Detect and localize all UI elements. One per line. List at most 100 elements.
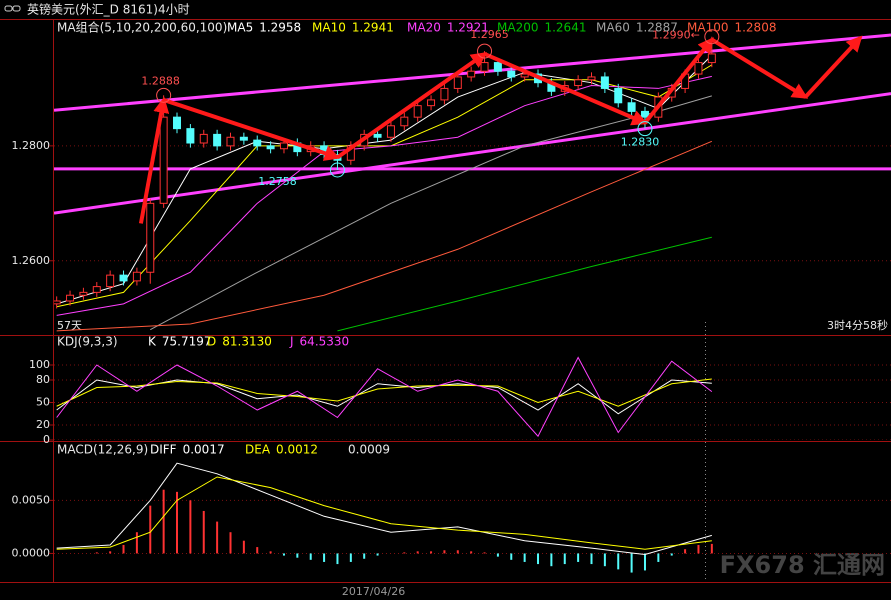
legend-name: DEA [245,443,271,457]
candle-body [106,274,115,288]
legend-name: MA5 [227,21,253,35]
candle-body [707,53,716,64]
candle-body [467,70,476,78]
y-tick-label: 20 [36,418,50,431]
legend-name: MA20 [407,21,441,35]
candle-body [694,62,703,75]
candle-body [587,76,596,81]
panel-title: MA组合(5,10,20,200,60,100) [57,20,227,35]
candle-body [440,87,449,101]
series-line [56,462,712,556]
candle-body [199,133,208,144]
annotation-marker [637,121,653,137]
annotation-marker [156,87,172,103]
window-title: 英镑美元(外汇_D 8161)4小时 [27,2,190,17]
candle-body [373,133,382,138]
panel [54,462,891,573]
candle-body [386,125,395,138]
series-line [56,379,712,415]
legend-value: 1.2887 [636,21,678,35]
legend-value: 1.2921 [447,21,489,35]
status-left: 57天 [57,319,82,332]
y-tick-label: 1.2600 [12,254,51,267]
annotation-label: 1.2990← [652,29,700,42]
y-tick-label: 50 [36,396,50,409]
annotation-label: 1.2965 [470,28,509,41]
candle-body [600,76,609,89]
legend-value: 64.5330 [300,335,350,349]
candle-body [480,62,489,72]
candle-body [266,145,275,150]
arrow [643,37,714,125]
y-tick-label: 100 [29,358,50,371]
annotation-marker [329,162,345,178]
legend-value: 1.2808 [734,21,776,35]
candle-body [493,62,502,72]
series-line [56,476,712,550]
legend-name: DIFF [150,443,177,457]
candle-body [54,300,61,305]
legend-name: D [207,335,216,349]
legend-name: MA100 [687,21,728,35]
annotation-label: 1.2830 [621,136,660,149]
y-tick-label: 0.0050 [12,493,51,506]
candle-body [159,116,168,204]
arrow [336,52,488,159]
series-line [56,140,713,332]
candle-body [627,102,636,112]
candle-body [253,139,262,147]
legend-value: 1.2958 [259,21,301,35]
arrow [803,35,863,99]
date-label: 2017/04/26 [342,585,405,598]
hist-value: 0.0009 [348,443,390,457]
y-tick-label: 0 [43,433,50,446]
series-line [56,75,712,316]
panel-title: MACD(12,26,9) [57,443,148,457]
legend-value: 0.0012 [276,443,318,457]
panel [54,29,891,332]
candle-body [413,105,422,118]
legend-value: 0.0017 [183,443,225,457]
legend-value: 81.3130 [222,335,272,349]
candle-body [226,136,235,147]
trendline [54,92,891,215]
series-line [56,54,713,305]
legend-name: J [289,335,294,349]
candle-body [427,99,436,107]
legend-value: 75.7197 [162,335,212,349]
candle-body [92,286,101,293]
series-line [56,356,713,438]
series-line [56,378,712,407]
annotation-label: 1.2758 [258,175,297,188]
arrow [138,96,170,224]
candle-body [213,133,222,147]
candle-body [453,76,462,89]
candle-body [66,294,75,302]
annotation-marker [477,43,493,59]
legend-name: MA60 [596,21,630,35]
y-tick-label: 1.2800 [12,139,51,152]
candle-body [400,116,409,127]
candle-body [173,116,182,130]
candle-body [640,110,649,118]
arrow [710,37,809,99]
panel-title: KDJ(9,3,3) [57,335,118,349]
arrow [483,52,648,126]
status-right: 3时4分58秒 [827,318,888,332]
legend-name: MA10 [312,21,346,35]
series-line [337,236,712,332]
app-icon [4,5,21,12]
annotation-marker [704,29,720,45]
annotation-label: 1.2888 [141,74,180,87]
legend-value: 1.2641 [544,21,586,35]
y-tick-label: 80 [36,373,50,386]
series-line [150,95,712,331]
candle-body [146,202,155,273]
legend-name: MA200 [497,21,538,35]
candle-body [614,87,623,104]
candle-body [79,291,88,296]
y-tick-label: 0.0000 [12,546,51,559]
candle-body [119,274,128,282]
candle-body [507,70,516,78]
